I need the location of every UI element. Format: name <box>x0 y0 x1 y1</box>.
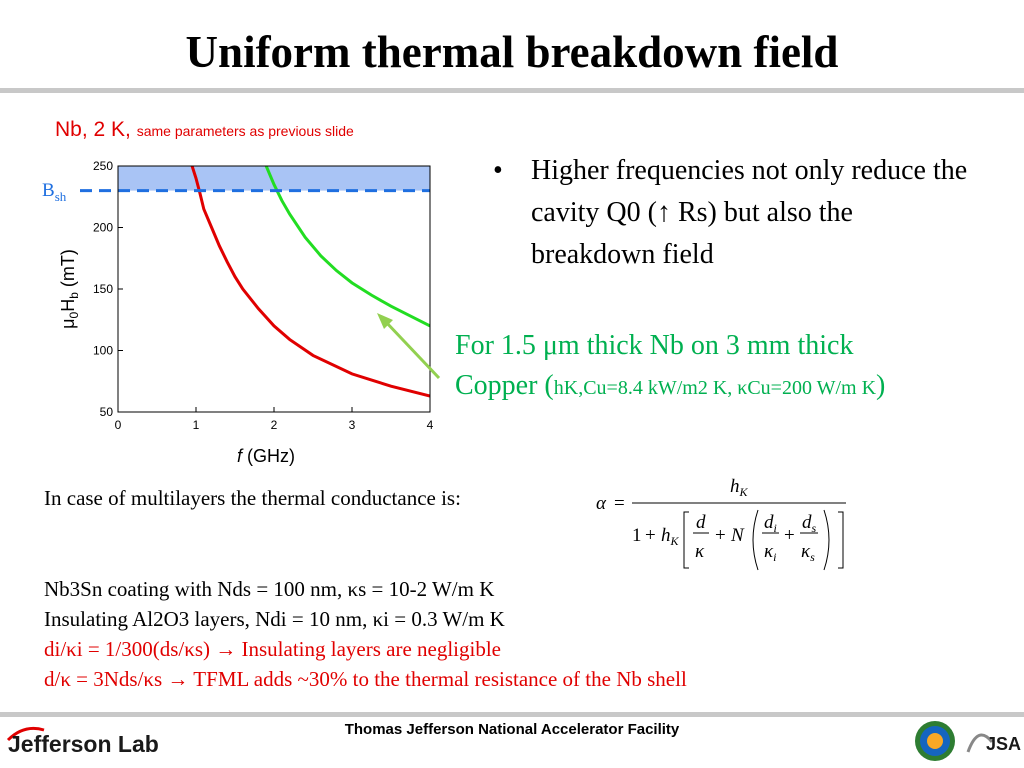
chart-caption: Nb, 2 K, same parameters as previous sli… <box>55 118 354 142</box>
svg-text:κi: κi <box>764 541 776 564</box>
thermal-conductance-formula: α = hK 1 + hK d κ + N di κi + ds κs <box>596 476 846 571</box>
y-tick-label: 200 <box>93 221 113 235</box>
copper-note-line1: For 1.5 μm thick Nb on 3 mm thick <box>455 330 854 361</box>
footer-divider <box>0 712 1024 717</box>
x-tick-label: 2 <box>271 418 278 432</box>
x-tick-label: 1 <box>193 418 200 432</box>
title-divider <box>0 88 1024 93</box>
fact-tfml: d/κ = 3Nds/κs → TFML adds ~30% to the th… <box>44 667 687 691</box>
jefferson-lab-logo-text: Jefferson Lab <box>8 731 159 757</box>
svg-text:N: N <box>730 525 745 546</box>
chart-caption-main: Nb, 2 K, <box>55 118 131 141</box>
fact-ratio: di/κi = 1/300(ds/κs) → Insulating layers… <box>44 637 502 661</box>
jsa-logo-icon: JSA <box>966 733 1021 754</box>
slide-title: Uniform thermal breakdown field <box>185 27 839 77</box>
y-tick-label: 150 <box>93 282 113 296</box>
facts-list: Nb3Sn coating with Nds = 100 nm, κs = 10… <box>44 574 687 694</box>
x-tick-label: 4 <box>427 418 434 432</box>
fact-al2o3: Insulating Al2O3 layers, Ndi = 10 nm, κi… <box>44 607 505 631</box>
multilayer-text: In case of multilayers the thermal condu… <box>44 486 461 510</box>
red-curve <box>190 166 430 398</box>
x-tick-label: 3 <box>349 418 356 432</box>
svg-text:κ: κ <box>695 541 705 562</box>
svg-text:+: + <box>715 525 726 546</box>
bullet-text: Higher frequencies not only reduce the c… <box>531 155 968 270</box>
svg-text:JSA: JSA <box>986 734 1021 754</box>
bullet-marker: • <box>493 155 503 186</box>
svg-text:=: = <box>614 493 625 514</box>
copper-note: For 1.5 μm thick Nb on 3 mm thick Copper… <box>455 326 885 408</box>
svg-text:+: + <box>784 525 795 546</box>
svg-text:κs: κs <box>801 541 815 564</box>
svg-text:+: + <box>645 525 656 546</box>
x-axis-label: f (GHz) <box>237 446 295 466</box>
green-curve <box>264 166 430 328</box>
breakdown-field-chart: 0 1 2 3 4 50 100 150 200 250 Bsh μ0Hb (mT) f (GHz… <box>42 159 441 466</box>
svg-text:hK: hK <box>730 476 749 499</box>
y-tick-label: 250 <box>93 159 113 173</box>
x-tick-label: 0 <box>115 418 122 432</box>
svg-text:ds: ds <box>802 512 817 535</box>
svg-text:1: 1 <box>632 525 642 546</box>
svg-text:d: d <box>696 512 706 533</box>
y-tick-label: 100 <box>93 344 113 358</box>
bullet-point: • Higher frequencies not only reduce the… <box>493 150 973 276</box>
chart-caption-small: same parameters as previous slide <box>136 123 354 139</box>
plot-frame <box>117 165 431 413</box>
fact-nb3sn: Nb3Sn coating with Nds = 100 nm, κs = 10… <box>44 577 495 601</box>
copper-note-line2: Copper (hK,Cu=8.4 kW/m2 K, κCu=200 W/m K… <box>455 370 886 401</box>
y-axis-label: μ0Hb (mT) <box>58 249 81 329</box>
y-tick-label: 50 <box>100 405 114 419</box>
pointer-arrow-head <box>377 313 393 329</box>
bsh-label: Bsh <box>42 180 67 204</box>
jefferson-lab-logo-icon <box>6 726 45 742</box>
doe-seal-icon <box>915 721 955 761</box>
svg-text:di: di <box>764 512 777 535</box>
svg-text:hK: hK <box>661 525 680 548</box>
svg-text:α: α <box>596 493 607 514</box>
footer-text: Thomas Jefferson National Accelerator Fa… <box>344 721 680 738</box>
pointer-arrow <box>383 319 441 380</box>
